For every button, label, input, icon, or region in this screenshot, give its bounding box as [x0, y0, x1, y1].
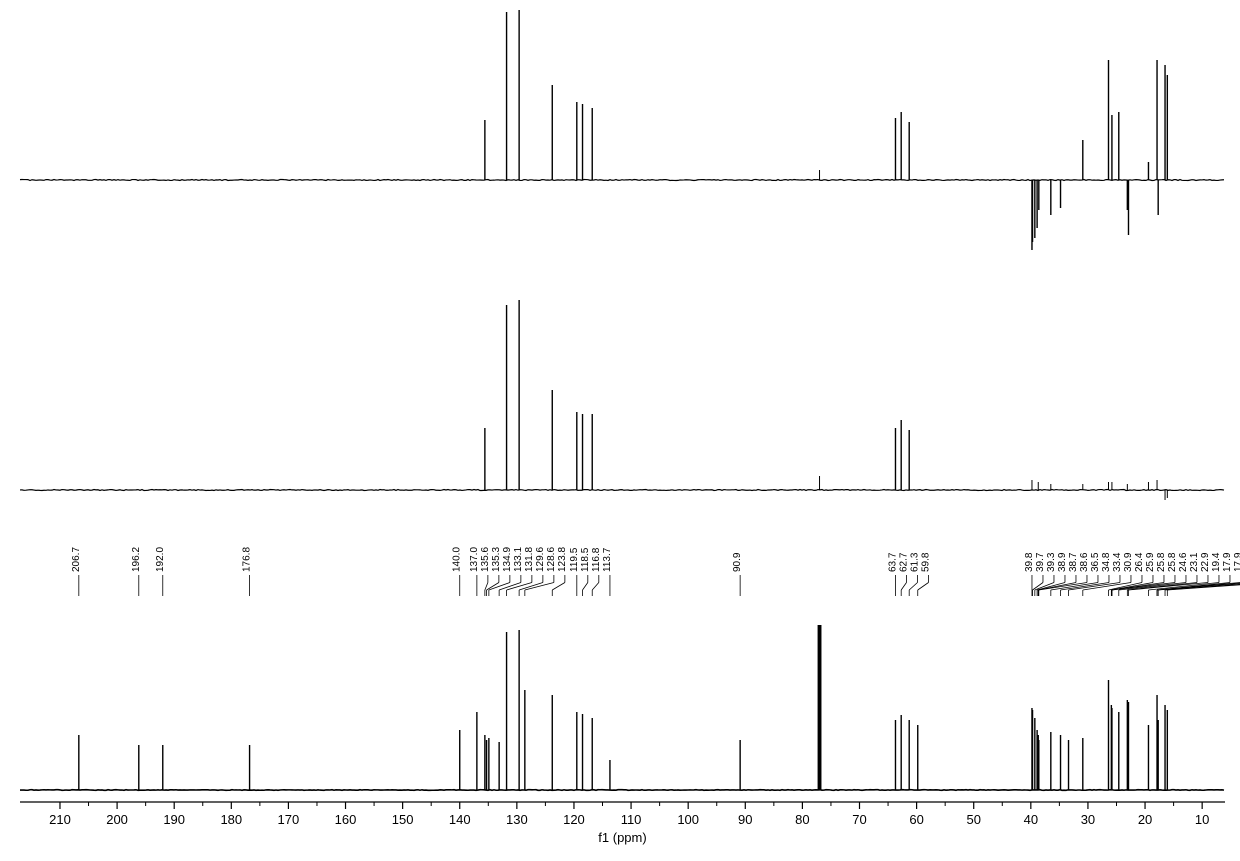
peak-ppm-label: 38.9	[1057, 552, 1068, 572]
nmr-stacked-spectra: 206.7 196.2 192.0 176.8 140.0 137.0135.6135.3…	[0, 0, 1240, 861]
peak-ppm-label: 131.8	[524, 547, 535, 572]
peak-ppm-label: 129.6	[535, 547, 546, 572]
peak-ppm-label: 19.4	[1211, 552, 1222, 572]
peak-label-leader	[901, 583, 906, 591]
peak-labels-row: 206.7 196.2 192.0 176.8 140.0 137.0135.6135.3…	[71, 547, 1240, 596]
peak-ppm-label: 123.8	[557, 547, 568, 572]
x-axis-tick-label: 160	[335, 812, 357, 827]
peak-ppm-label: 61.3	[909, 552, 920, 572]
peak-ppm-label: 134.9	[502, 547, 513, 572]
peak-ppm-label: 192.0	[155, 547, 166, 572]
peak-label-leader	[1039, 583, 1087, 591]
peak-label-leader	[1061, 583, 1109, 591]
x-axis-tick-label: 100	[677, 812, 699, 827]
peak-ppm-label: 22.9	[1200, 552, 1211, 572]
x-axis-tick-label: 140	[449, 812, 471, 827]
x-axis-tick-label: 50	[966, 812, 980, 827]
peak-ppm-label: 39.7	[1035, 552, 1046, 572]
peak-ppm-label: 25.8	[1156, 552, 1167, 572]
peak-ppm-label: 30.9	[1123, 552, 1134, 572]
peak-label-leader	[918, 583, 929, 591]
peak-ppm-label: 90.9	[732, 552, 743, 572]
peak-label-leader	[583, 583, 588, 591]
peak-label-leader	[485, 583, 488, 591]
spectra-svg: 206.7 196.2 192.0 176.8 140.0 137.0135.6135.3…	[0, 0, 1240, 861]
x-axis-tick-label: 30	[1081, 812, 1095, 827]
peak-ppm-label: 196.2	[131, 547, 142, 572]
x-axis-title: f1 (ppm)	[598, 830, 646, 845]
peak-ppm-label: 24.6	[1178, 552, 1189, 572]
peak-ppm-label: 25.8	[1167, 552, 1178, 572]
x-axis-tick-label: 200	[106, 812, 128, 827]
peak-ppm-label: 135.6	[480, 547, 491, 572]
peak-ppm-label: 116.8	[591, 547, 602, 572]
x-axis-tick-label: 150	[392, 812, 414, 827]
peak-ppm-label: 206.7	[71, 547, 82, 572]
x-axis-tick-label: 70	[852, 812, 866, 827]
peak-ppm-label: 137.0	[469, 547, 480, 572]
peak-label-leader	[552, 583, 565, 591]
peak-ppm-label: 25.9	[1145, 552, 1156, 572]
x-axis-tick-label: 90	[738, 812, 752, 827]
x-axis-tick-label: 170	[278, 812, 300, 827]
peak-ppm-label: 39.3	[1046, 552, 1057, 572]
peak-ppm-label: 59.8	[920, 552, 931, 572]
peak-ppm-label: 34.8	[1101, 552, 1112, 572]
peak-ppm-label: 36.5	[1090, 552, 1101, 572]
peak-label-leader	[592, 583, 599, 591]
x-axis: 210 200 190 180 170 160 150 140 130 120 110 100 90 80…	[20, 802, 1225, 845]
x-axis-tick-label: 80	[795, 812, 809, 827]
peak-ppm-label: 38.6	[1079, 552, 1090, 572]
peak-label-leader	[909, 583, 917, 591]
peak-ppm-label: 39.8	[1024, 552, 1035, 572]
x-axis-tick-label: 60	[909, 812, 923, 827]
peak-ppm-label: 113.7	[602, 547, 613, 572]
peak-ppm-label: 140.0	[452, 547, 463, 572]
x-axis-tick-label: 210	[49, 812, 71, 827]
x-axis-tick-label: 20	[1138, 812, 1152, 827]
x-axis-tick-label: 130	[506, 812, 528, 827]
peak-ppm-label: 17.9	[1233, 552, 1240, 572]
peak-ppm-label: 62.7	[898, 552, 909, 572]
peak-ppm-label: 118.5	[580, 547, 591, 572]
panel-top-baseline	[20, 180, 1224, 181]
x-axis-tick-label: 180	[220, 812, 242, 827]
peak-ppm-label: 38.7	[1068, 552, 1079, 572]
peak-ppm-label: 33.4	[1112, 552, 1123, 572]
peak-ppm-label: 17.9	[1222, 552, 1233, 572]
peak-ppm-label: 128.6	[546, 547, 557, 572]
x-axis-tick-label: 190	[163, 812, 185, 827]
peak-ppm-label: 23.1	[1189, 552, 1200, 572]
panel-middle	[20, 300, 1224, 500]
panel-bottom	[20, 625, 1224, 790]
panel-bottom-baseline	[20, 790, 1224, 791]
x-axis-tick-label: 10	[1195, 812, 1209, 827]
panel-top	[20, 10, 1224, 250]
panel-middle-baseline	[20, 490, 1224, 491]
x-axis-tick-label: 120	[563, 812, 585, 827]
x-axis-tick-label: 40	[1024, 812, 1038, 827]
peak-ppm-label: 133.1	[513, 547, 524, 572]
peak-ppm-label: 176.8	[242, 547, 253, 572]
peak-ppm-label: 26.4	[1134, 552, 1145, 572]
peak-ppm-label: 135.3	[491, 547, 502, 572]
x-axis-tick-label: 110	[621, 812, 642, 827]
peak-ppm-label: 119.5	[569, 547, 580, 572]
peak-ppm-label: 63.7	[887, 552, 898, 572]
